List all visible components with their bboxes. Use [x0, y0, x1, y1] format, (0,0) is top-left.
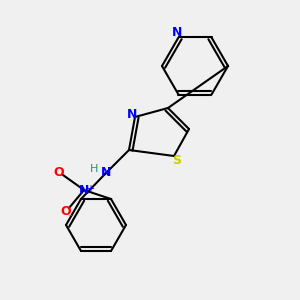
Text: O: O [61, 205, 71, 218]
Text: -: - [68, 209, 73, 222]
Text: N: N [101, 166, 112, 179]
Text: S: S [172, 154, 182, 167]
Text: +: + [86, 184, 94, 194]
Text: N: N [127, 107, 137, 121]
Text: N: N [79, 184, 89, 196]
Text: H: H [90, 164, 99, 175]
Text: N: N [172, 26, 182, 39]
Text: O: O [53, 166, 64, 178]
